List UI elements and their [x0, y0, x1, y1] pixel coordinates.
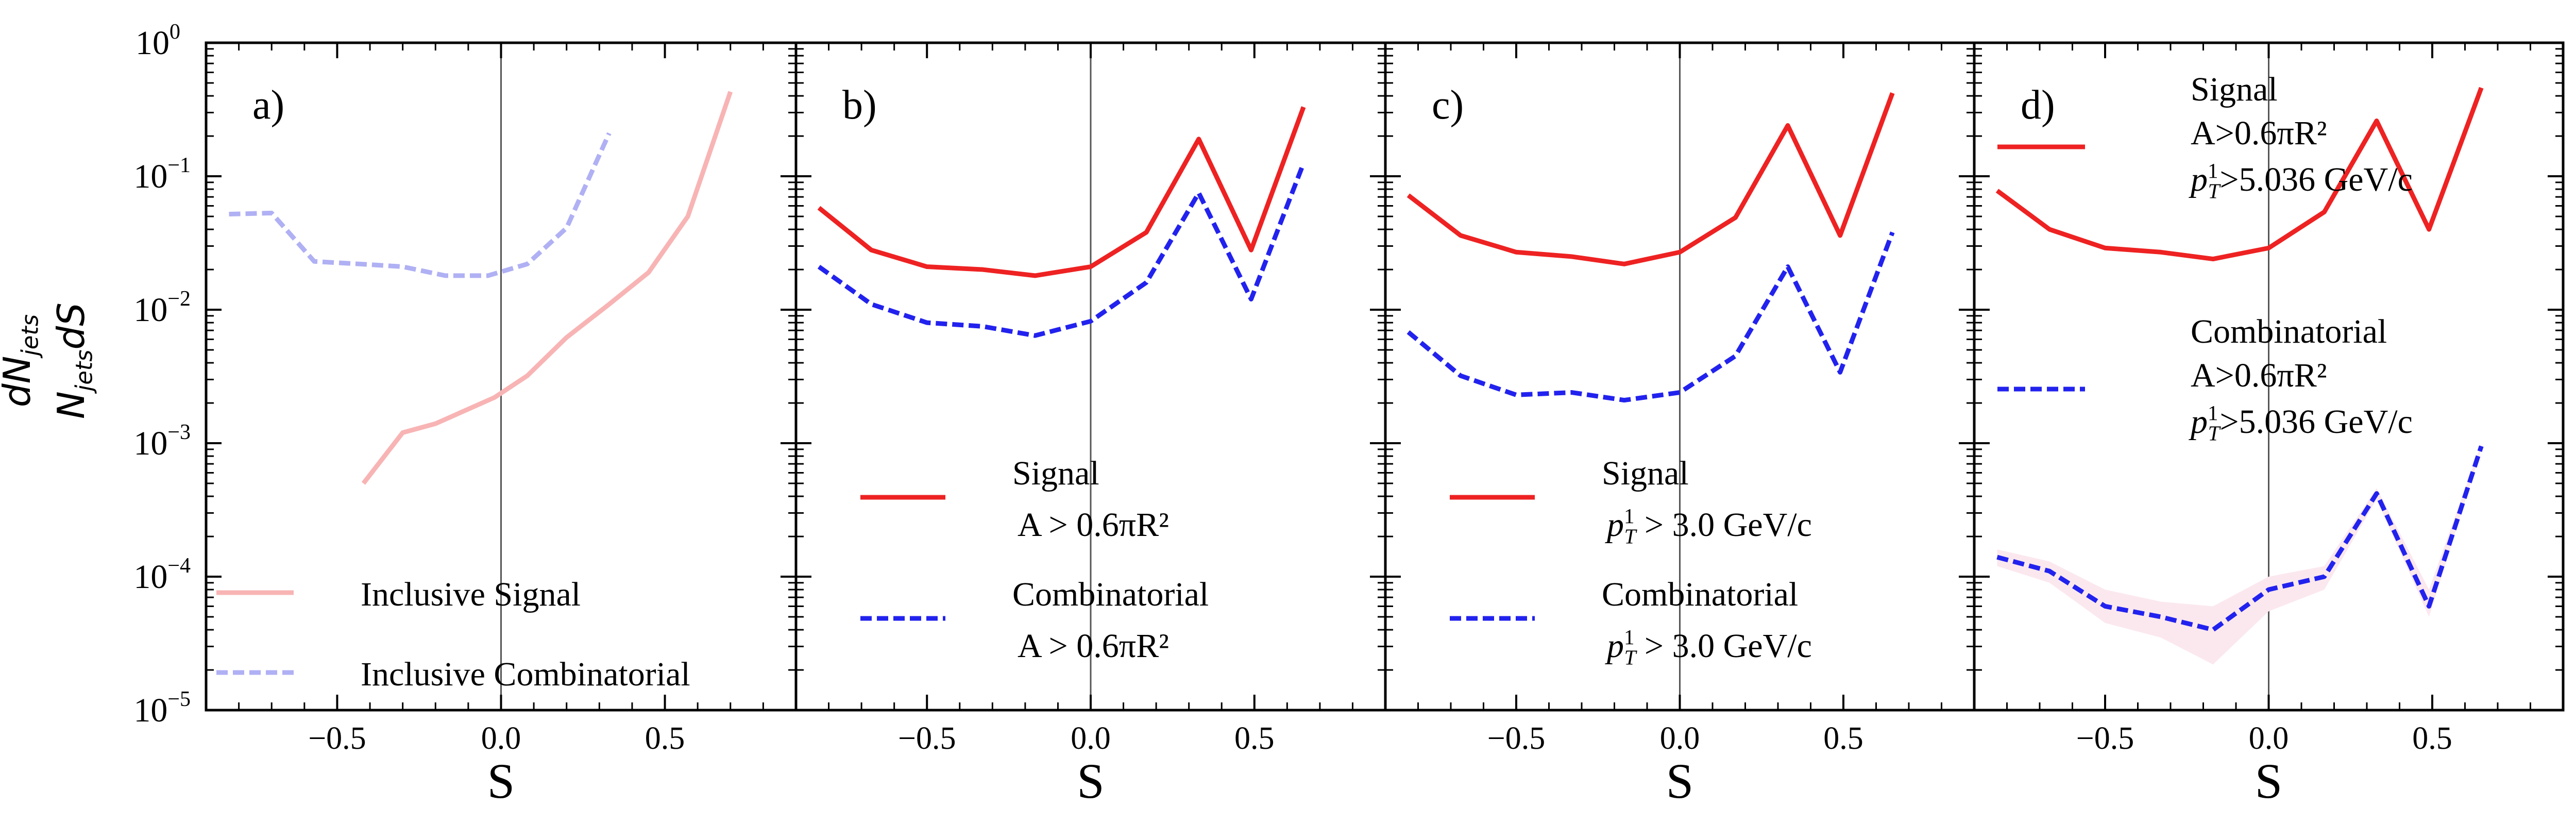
x-axis-label: S [1077, 753, 1104, 809]
x-tick-label: 0.5 [1234, 721, 1275, 756]
y-label-numerator: dN [0, 356, 39, 408]
x-axis-label: S [1666, 753, 1693, 809]
x-axis-label: S [487, 753, 515, 809]
series-line-inclusive-signal [361, 91, 733, 485]
legend-sublabel: A>0.6πR² [2191, 357, 2327, 394]
legend-label: Signal [1602, 455, 1689, 492]
y-tick-label: 10−5 [133, 687, 191, 729]
legend-label: Inclusive Signal [361, 576, 581, 613]
legend-sublabel: p1 T>5.036 GeV/c [2189, 401, 2413, 445]
legend-label: Combinatorial [1012, 576, 1209, 613]
y-tick-label: 10−4 [133, 554, 191, 596]
series-line-combinatorial [817, 162, 1306, 338]
legend-sublabel: A > 0.6πR² [1018, 627, 1169, 665]
panel-c: −0.5 0.0 0.5 Sc) Signal p1 T > 3.0 GeV/c Combin… [1384, 41, 1976, 809]
y-tick-label: 100 [135, 20, 180, 62]
x-tick-label: 0.0 [1071, 721, 1111, 756]
x-tick-label: 0.0 [481, 721, 521, 756]
y-label-denominator: N [49, 391, 93, 419]
panel-label: d) [2021, 82, 2055, 128]
y-tick-label: 10−3 [133, 421, 191, 462]
panel-b: −0.5 0.0 0.5 Sb) Signal A > 0.6πR² Combinatori… [794, 41, 1387, 809]
x-tick-label: 0.0 [2249, 721, 2289, 756]
panel-label: a) [252, 82, 284, 128]
legend-label: Inclusive Combinatorial [361, 656, 690, 693]
legend-sublabel: A>0.6πR² [2191, 114, 2327, 152]
legend-label: Combinatorial [1602, 576, 1798, 613]
panel-a: −0.5 0.0 0.5 Sa) Inclusive Signal Inclusive C… [205, 41, 798, 809]
y-axis-label: dNjets NjetsdS [0, 206, 97, 515]
panel-d: −0.5 0.0 0.5 Sd) Signal A>0.6πR² p1 T>5.036 GeV… [1973, 41, 2565, 809]
panel-label: c) [1432, 82, 1464, 128]
plot-frame [1973, 41, 2565, 712]
series-line-combinatorial [1406, 231, 1895, 403]
series-line-signal [1406, 92, 1895, 266]
x-tick-label: −0.5 [308, 721, 366, 756]
x-tick-label: −0.5 [898, 721, 956, 756]
y-tick-label: 10−2 [133, 287, 191, 329]
x-tick-label: −0.5 [1487, 721, 1545, 756]
legend-label: Signal [1012, 455, 1099, 492]
series-line-inclusive-combinatorial [229, 132, 612, 278]
x-axis-label: S [2255, 753, 2282, 809]
uncertainty-band [1997, 443, 2482, 665]
x-tick-label: 0.5 [645, 721, 685, 756]
legend-sublabel: A > 0.6πR² [1018, 506, 1169, 544]
legend-sublabel: p1 T>5.036 GeV/c [2189, 159, 2413, 203]
series-line-combinatorial [1996, 445, 2484, 632]
x-tick-label: 0.0 [1660, 721, 1700, 756]
series-line-signal [817, 106, 1306, 278]
x-tick-label: 0.5 [2412, 721, 2452, 756]
legend-sublabel: p1 T > 3.0 GeV/c [1605, 626, 1812, 669]
y-tick-label: 10−1 [133, 154, 191, 195]
y-label-denominator-sub: jets [71, 349, 98, 392]
legend-label: Combinatorial [2191, 313, 2387, 350]
legend-sublabel: p1 T > 3.0 GeV/c [1605, 505, 1812, 548]
panel-label: b) [842, 82, 877, 128]
legend-label: Signal [2191, 71, 2278, 108]
series-line-signal [1995, 87, 2484, 262]
y-label-numerator-sub: jets [16, 314, 43, 356]
x-tick-label: 0.5 [1823, 721, 1863, 756]
y-label-denominator-tail: dS [49, 303, 93, 350]
x-tick-label: −0.5 [2076, 721, 2134, 756]
